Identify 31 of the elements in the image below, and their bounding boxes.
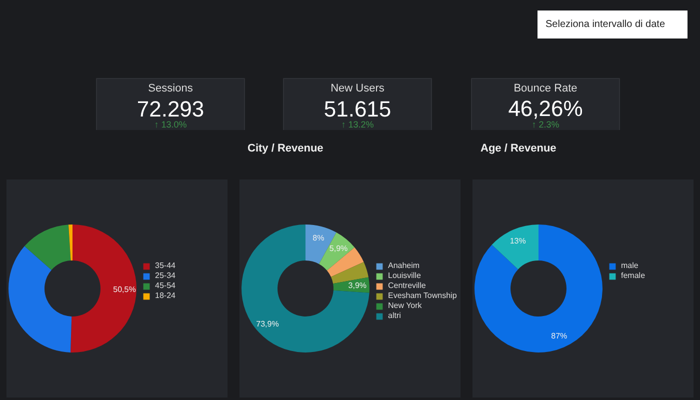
text: 51.615 (324, 96, 392, 122)
data-label: 3,9% (348, 281, 367, 290)
text: 46,26% (508, 96, 583, 121)
legend-label: 18-24 (155, 291, 176, 300)
legend-label: 45-54 (155, 281, 176, 290)
legend-label: Louisville (388, 271, 421, 280)
data-label: 13% (510, 236, 526, 246)
text: Bounce Rate (514, 82, 578, 94)
legend-label: Centreville (388, 281, 426, 290)
legend-label: New York (388, 301, 422, 310)
legend-label: Evesham Township (388, 291, 457, 300)
data-label: 5,9% (329, 244, 348, 253)
data-label: 73,9% (256, 319, 279, 328)
text: Seleziona intervallo di date (546, 19, 666, 30)
chart-title: Age / Revenue (480, 142, 556, 154)
text: ↑ 13.2% (341, 120, 374, 130)
text: ↑ 2.3% (532, 120, 560, 130)
text: Sessions (148, 82, 194, 94)
text: ↑ 13.0% (154, 120, 187, 130)
legend-label: altri (388, 311, 402, 320)
legend-label: Anaheim (388, 261, 420, 270)
chart-title: City / Revenue (248, 142, 324, 154)
legend-label: female (621, 271, 646, 280)
legend-label: male (621, 261, 640, 270)
legend-label: 25-34 (155, 271, 176, 280)
text: New Users (330, 82, 385, 94)
data-label: 8% (312, 234, 324, 243)
data-label: 87% (551, 332, 568, 341)
data-label: 50,5% (113, 284, 136, 294)
text: 72.293 (136, 96, 204, 122)
legend-label: 35-44 (155, 261, 176, 270)
